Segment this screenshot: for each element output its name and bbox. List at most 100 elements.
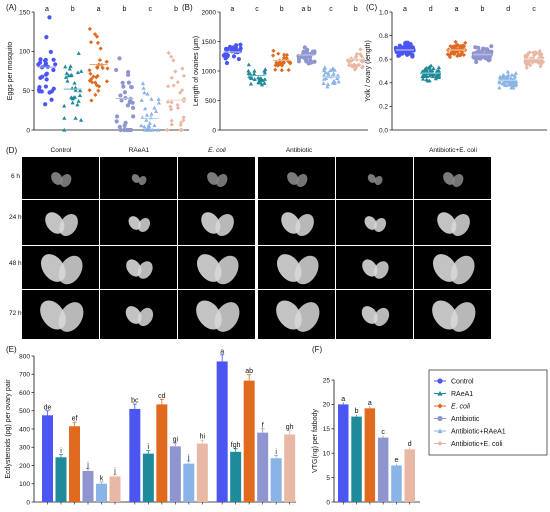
data-point (62, 115, 67, 120)
significance-letter: ab (245, 368, 253, 375)
data-point (156, 100, 162, 105)
data-point (436, 65, 442, 70)
data-point (180, 66, 185, 71)
data-point (95, 73, 100, 79)
ovary-shape (450, 302, 476, 332)
data-point (352, 65, 357, 70)
data-point (509, 85, 514, 90)
significance-letter: c (329, 6, 333, 13)
data-point (77, 93, 83, 97)
legend-box (428, 369, 548, 456)
data-point (38, 57, 43, 62)
row-label-24h: 24 h (9, 214, 22, 221)
data-point (175, 105, 181, 111)
data-point (532, 52, 538, 57)
data-point (410, 52, 415, 58)
panel-y-tick-label: 500 (19, 408, 30, 415)
data-point (171, 58, 176, 63)
bar (377, 437, 389, 502)
data-point (156, 97, 161, 101)
ovary-shape (374, 218, 387, 232)
data-point (73, 85, 78, 90)
data-point (536, 56, 541, 61)
data-point (36, 62, 41, 67)
data-point (454, 42, 459, 48)
ovary-shape (214, 302, 240, 332)
legend-label: RAeA1 (451, 391, 473, 398)
ovary-shape (364, 216, 377, 230)
data-point (72, 80, 77, 85)
data-point (427, 64, 432, 69)
data-point (121, 84, 126, 89)
data-point (236, 56, 241, 62)
y-axis-label: Length of ovaries (μm) (193, 36, 200, 106)
data-point (76, 51, 81, 55)
data-point (175, 80, 180, 85)
significance-letter: b (122, 6, 126, 13)
bar (96, 483, 107, 502)
data-point (118, 93, 123, 98)
data-point (481, 47, 486, 52)
data-point (450, 45, 455, 51)
data-point (350, 64, 355, 69)
significance-letter: f (262, 422, 264, 429)
data-point (63, 64, 68, 69)
ovary-shape (207, 172, 219, 185)
data-point (126, 80, 132, 85)
data-point (460, 49, 465, 55)
data-point (252, 68, 257, 73)
data-point (427, 78, 432, 83)
significance-letter: de (44, 404, 52, 411)
data-point (505, 69, 510, 74)
legend-label: Control (451, 378, 474, 385)
legend: Control RAeA1 E. coli Antibiotic Antibiotic+… (428, 369, 548, 456)
legend-label: Antibiotic+E. coli (451, 441, 503, 448)
data-point (506, 75, 511, 80)
data-point (271, 48, 276, 53)
data-point (171, 83, 176, 88)
data-point (246, 68, 251, 73)
data-point (48, 49, 53, 55)
panel-y-tick-label: 1.0 (379, 9, 388, 16)
data-point (88, 40, 94, 45)
ovary-shape (214, 255, 239, 285)
data-point (127, 99, 132, 104)
data-point (355, 63, 360, 68)
data-point (152, 105, 157, 110)
data-point (486, 58, 491, 63)
data-point (346, 63, 352, 68)
data-point (352, 67, 357, 72)
data-point (96, 88, 101, 93)
data-point (168, 104, 173, 109)
bar (42, 415, 53, 502)
data-point (169, 54, 174, 59)
bar (196, 443, 208, 502)
data-point (165, 127, 170, 133)
data-point (473, 45, 478, 50)
ovary-shape (287, 172, 299, 185)
data-point (114, 119, 119, 124)
data-point (323, 70, 328, 75)
legend-marker (437, 378, 443, 384)
panel-y-tick-label: 400 (19, 426, 30, 433)
col-label-antibiotic-ecoli: Antibiotic+E. coli (429, 147, 477, 154)
data-point (353, 66, 358, 71)
significance-letter: a (403, 6, 407, 13)
data-point (62, 103, 67, 108)
data-point (95, 64, 100, 70)
data-point (122, 90, 128, 95)
data-point (76, 98, 81, 103)
ovary-shape (128, 216, 141, 230)
data-point (139, 123, 144, 128)
panel-y-tick-label: 800 (19, 353, 30, 360)
data-point (286, 67, 291, 73)
data-point (527, 50, 532, 55)
significance-letter: a (220, 348, 224, 355)
panel-y-tick-label: 0 (26, 499, 30, 506)
data-point (224, 60, 230, 66)
data-point (68, 73, 73, 78)
data-point (513, 83, 518, 88)
data-point (310, 49, 315, 54)
legend-label: Antibiotic+RAeA1 (451, 428, 506, 435)
panel-y-tick-label: 0 (212, 127, 216, 134)
